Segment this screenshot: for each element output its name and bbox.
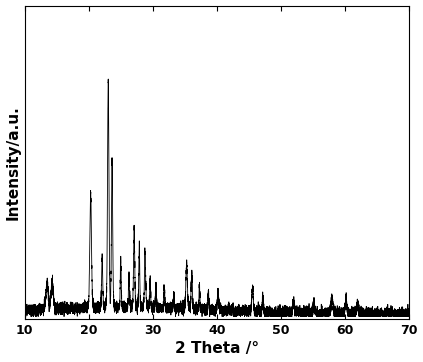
Y-axis label: Intensity/a.u.: Intensity/a.u. (5, 105, 21, 220)
X-axis label: 2 Theta /°: 2 Theta /° (175, 341, 259, 357)
